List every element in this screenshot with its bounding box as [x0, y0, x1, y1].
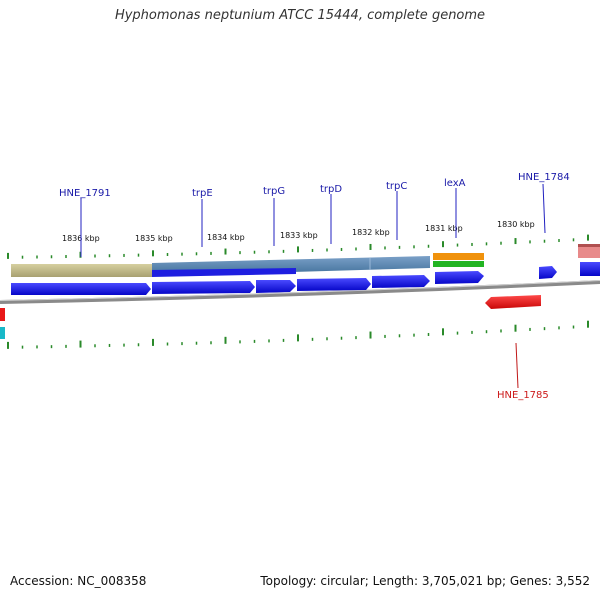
genome-backbone-highlight: [0, 280, 600, 301]
inner-tick-ring: [7, 320, 589, 349]
reverse-cds-track: [0, 295, 541, 339]
accession-text: Accession: NC_008358: [10, 574, 147, 588]
cds-arrow-left-edge-red[interactable]: [0, 308, 5, 321]
feature-band-steel-dark: [152, 268, 296, 277]
ruler-label-1830: 1830 kbp: [497, 220, 535, 229]
feature-pink-top: [578, 244, 600, 247]
ruler-label-1835: 1835 kbp: [135, 234, 173, 243]
gene-label-hne1784[interactable]: HNE_1784: [518, 172, 570, 183]
gene-label-lexa[interactable]: lexA: [444, 178, 466, 189]
forward-cds-track: [11, 262, 600, 295]
feature-pink: [578, 244, 600, 258]
ruler-label-1831: 1831 kbp: [425, 224, 463, 233]
cds-arrow-hne1784[interactable]: [539, 266, 557, 279]
cds-arrow-hne1791[interactable]: [11, 283, 151, 295]
lexa-feature-orange: [433, 253, 484, 260]
topology-text: Topology: circular; Length: 3,705,021 bp…: [260, 574, 590, 588]
gene-label-hne1785[interactable]: HNE_1785: [497, 390, 549, 401]
cds-arrow-lexa[interactable]: [435, 271, 484, 284]
ruler-label-1833: 1833 kbp: [280, 231, 318, 240]
ruler-label-1832: 1832 kbp: [352, 228, 390, 237]
cds-arrow-trpg[interactable]: [256, 280, 296, 293]
leader-hne1785: [515, 342, 519, 389]
genome-title: Hyphomonas neptunium ATCC 15444, complet…: [114, 8, 486, 23]
cds-arrow-trpc[interactable]: [372, 275, 430, 288]
gene-label-trpe[interactable]: trpE: [192, 188, 213, 199]
ruler-labels: 1836 kbp 1835 kbp 1834 kbp 1833 kbp 1832…: [62, 220, 535, 243]
gene-label-trpd[interactable]: trpD: [320, 184, 342, 195]
gene-label-trpg[interactable]: trpG: [263, 186, 285, 197]
cds-arrow-trpe[interactable]: [152, 281, 255, 294]
genome-backbone: [0, 280, 600, 304]
cds-arrow-trpd[interactable]: [297, 278, 371, 291]
label-leaders: [80, 183, 546, 389]
ruler-label-1834: 1834 kbp: [207, 233, 245, 242]
gene-label-hne1791[interactable]: HNE_1791: [59, 188, 111, 199]
gene-labels: HNE_1791 trpE trpG trpD trpC lexA HNE_17…: [59, 172, 570, 401]
leader-hne1784: [542, 183, 546, 234]
cds-arrow-right-edge[interactable]: [580, 262, 600, 276]
feature-band-olive: [11, 264, 152, 277]
cds-arrow-left-edge-cyan[interactable]: [0, 327, 5, 339]
outer-tick-ring: [7, 234, 589, 259]
cds-arrow-hne1785[interactable]: [485, 295, 541, 309]
lexa-feature-green: [433, 261, 484, 267]
gene-label-trpc[interactable]: trpC: [386, 181, 407, 192]
